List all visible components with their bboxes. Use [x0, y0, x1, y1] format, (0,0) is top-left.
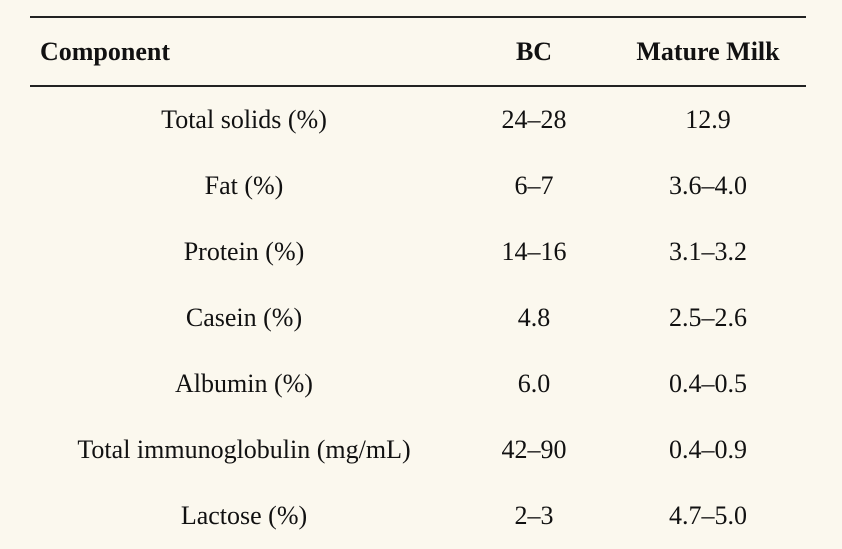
cell-component: Casein (%) — [185, 303, 303, 332]
table-row: Total solids (%) 24–28 12.9 — [30, 86, 806, 153]
table-row: Lactose (%) 2–3 4.7–5.0 — [30, 483, 806, 549]
cell-mature-milk: 3.1–3.2 — [669, 237, 747, 266]
cell-bc: 14–16 — [501, 237, 567, 266]
cell-mature-milk: 0.4–0.5 — [669, 369, 747, 398]
cell-bc: 6–7 — [514, 171, 554, 200]
table-row: Albumin (%) 6.0 0.4–0.5 — [30, 351, 806, 417]
cell-bc: 42–90 — [501, 435, 567, 464]
table-row: Casein (%) 4.8 2.5–2.6 — [30, 285, 806, 351]
table-body: Total solids (%) 24–28 12.9 Fat (%) 6–7 … — [30, 86, 806, 549]
cell-mature-milk: 3.6–4.0 — [669, 171, 747, 200]
cell-mature-milk: 0.4–0.9 — [669, 435, 747, 464]
table-row: Total immunoglobulin (mg/mL) 42–90 0.4–0… — [30, 417, 806, 483]
table-row: Fat (%) 6–7 3.6–4.0 — [30, 153, 806, 219]
cell-component: Fat (%) — [204, 171, 284, 200]
cell-mature-milk: 4.7–5.0 — [669, 501, 747, 530]
cell-component: Protein (%) — [183, 237, 305, 266]
cell-mature-milk: 2.5–2.6 — [669, 303, 747, 332]
cell-bc: 2–3 — [514, 501, 554, 530]
table-row: Protein (%) 14–16 3.1–3.2 — [30, 219, 806, 285]
cell-component: Albumin (%) — [175, 369, 313, 398]
cell-component: Lactose (%) — [180, 501, 308, 530]
cell-bc: 6.0 — [517, 369, 551, 398]
cell-mature-milk: 12.9 — [685, 105, 731, 134]
cell-component: Total solids (%) — [161, 105, 327, 134]
header-mature-milk: Mature Milk — [610, 16, 806, 87]
composition-table: Component BC Mature Milk Total solids (%… — [30, 16, 806, 549]
cell-bc: 4.8 — [517, 303, 551, 332]
cell-bc: 24–28 — [501, 105, 567, 134]
header-bc: BC — [458, 16, 610, 87]
header-component: Component — [30, 16, 458, 87]
header-row: Component BC Mature Milk — [30, 16, 806, 87]
table-header: Component BC Mature Milk — [30, 16, 806, 87]
cell-component: Total immunoglobulin (mg/mL) — [77, 435, 411, 464]
